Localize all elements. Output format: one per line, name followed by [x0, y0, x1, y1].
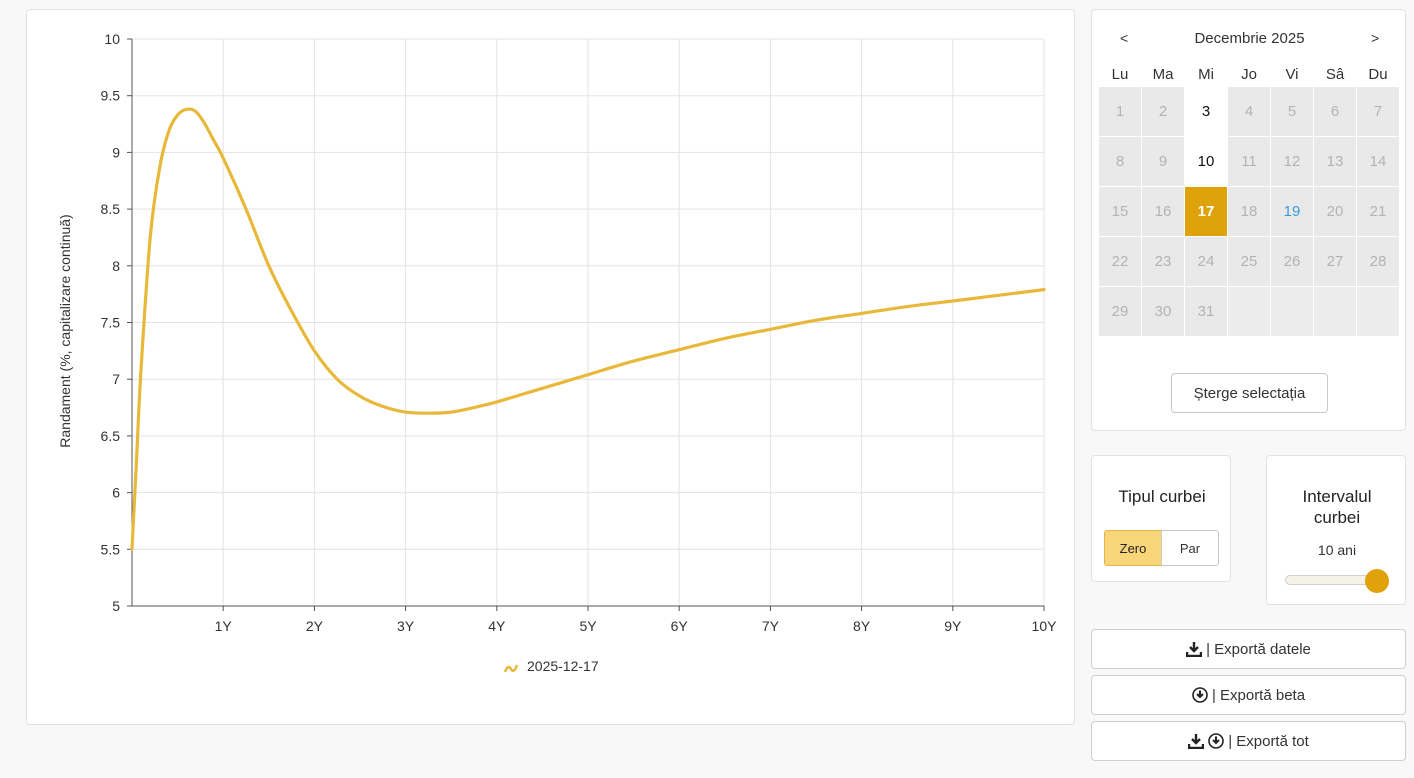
calendar-day-27: 27 — [1314, 237, 1356, 286]
prev-month-button[interactable]: < — [1120, 30, 1129, 46]
yield-curve-chart[interactable]: 5 5.5 6 6.5 7 7.5 8 8.5 9 9.5 10 1Y 2Y 3Y 4Y 5Y 6Y 7Y 8Y 9Y… — [27, 10, 1076, 726]
calendar-day-6: 6 — [1314, 87, 1356, 136]
download-icon — [1188, 733, 1205, 749]
next-month-button[interactable]: > — [1371, 30, 1380, 46]
calendar-empty-cell — [1357, 287, 1399, 336]
weekday-label: Lu — [1111, 66, 1129, 83]
export-data-label: | Exportă datele — [1206, 640, 1311, 658]
chart-panel: 5 5.5 6 6.5 7 7.5 8 8.5 9 9.5 10 1Y 2Y 3Y 4Y 5Y 6Y 7Y 8Y 9Y… — [26, 9, 1075, 725]
export-all-label: | Exportă tot — [1228, 732, 1309, 750]
y-tick-label: 9.5 — [101, 88, 121, 104]
calendar-empty-cell — [1228, 287, 1270, 336]
calendar-day-25: 25 — [1228, 237, 1270, 286]
calendar-day-30: 30 — [1142, 287, 1184, 336]
weekday-label: Ma — [1152, 66, 1174, 83]
calendar-day-26: 26 — [1271, 237, 1313, 286]
calendar-day-23: 23 — [1142, 237, 1184, 286]
y-tick-label: 8 — [112, 258, 120, 274]
calendar-day-7: 7 — [1357, 87, 1399, 136]
legend-label[interactable]: 2025-12-17 — [527, 658, 599, 674]
calendar-panel: < Decembrie 2025 > Șterge selectația Lu M… — [1091, 9, 1406, 431]
x-tick-label: 2Y — [306, 618, 324, 634]
calendar-empty-cell — [1314, 287, 1356, 336]
x-tick-label: 3Y — [397, 618, 415, 634]
calendar-day-1: 1 — [1099, 87, 1141, 136]
calendar-day-11: 11 — [1228, 137, 1270, 186]
y-tick-label: 6.5 — [101, 428, 121, 444]
y-tick-label: 6 — [112, 485, 120, 501]
curve-range-title-line: Intervalul — [1302, 487, 1372, 506]
curve-type-title: Tipul curbei — [1118, 487, 1206, 506]
circle-down-icon — [1208, 733, 1224, 749]
weekday-label: Du — [1368, 66, 1388, 83]
x-tick-label: 8Y — [853, 618, 871, 634]
x-tick-label: 9Y — [944, 618, 962, 634]
calendar-day-18: 18 — [1228, 187, 1270, 236]
export-all-button[interactable]: | Exportă tot — [1091, 721, 1406, 761]
x-tick-label: 4Y — [488, 618, 506, 634]
export-beta-label: | Exportă beta — [1211, 686, 1306, 704]
y-tick-label: 7.5 — [101, 315, 121, 331]
calendar-day-28: 28 — [1357, 237, 1399, 286]
curve-range-slider-thumb[interactable] — [1365, 569, 1389, 593]
weekday-label: Jo — [1241, 66, 1257, 83]
curve-type-par-button[interactable]: Par — [1161, 530, 1219, 566]
y-tick-label: 5 — [112, 598, 120, 614]
weekday-label: Mi — [1198, 66, 1214, 83]
calendar-day-3[interactable]: 3 — [1185, 87, 1227, 136]
curve-range-title-line: curbei — [1313, 508, 1361, 527]
y-axis-title: Randament (%, capitalizare continuă) — [57, 214, 73, 447]
calendar-day-31: 31 — [1185, 287, 1227, 336]
calendar-day-5: 5 — [1271, 87, 1313, 136]
x-tick-label: 5Y — [579, 618, 597, 634]
calendar-day-14: 14 — [1357, 137, 1399, 186]
export-data-button[interactable]: | Exportă datele — [1091, 629, 1406, 669]
calendar-day-10[interactable]: 10 — [1185, 137, 1227, 186]
y-tick-label: 7 — [112, 371, 120, 387]
weekday-label: Sâ — [1325, 66, 1345, 83]
curve-range-value: 10 ani — [1317, 542, 1357, 558]
calendar-empty-cell — [1271, 287, 1313, 336]
y-tick-label: 10 — [104, 31, 120, 47]
series-line[interactable] — [130, 107, 1046, 551]
clear-selection-button[interactable]: Șterge selectația — [1171, 373, 1328, 413]
y-tick-label: 8.5 — [101, 201, 121, 217]
calendar-day-12: 12 — [1271, 137, 1313, 186]
calendar-day-16: 16 — [1142, 187, 1184, 236]
calendar-day-22: 22 — [1099, 237, 1141, 286]
x-tick-label: 10Y — [1032, 618, 1058, 634]
calendar-day-17[interactable]: 17 — [1185, 187, 1227, 236]
curve-type-panel: Tipul curbei Zero Par — [1091, 455, 1231, 582]
calendar-day-15: 15 — [1099, 187, 1141, 236]
calendar-day-9: 9 — [1142, 137, 1184, 186]
x-tick-label: 1Y — [215, 618, 233, 634]
y-tick-label: 5.5 — [101, 541, 121, 557]
weekday-label: Vi — [1285, 66, 1299, 83]
export-beta-button[interactable]: | Exportă beta — [1091, 675, 1406, 715]
calendar-day-20: 20 — [1314, 187, 1356, 236]
calendar-day-24: 24 — [1185, 237, 1227, 286]
calendar-day-8: 8 — [1099, 137, 1141, 186]
calendar-day-21: 21 — [1357, 187, 1399, 236]
calendar-day-2: 2 — [1142, 87, 1184, 136]
chart-legend[interactable]: 2025-12-17 — [503, 658, 599, 674]
curve-range-panel: Intervalul curbei 10 ani — [1266, 455, 1406, 605]
curve-range-title: Intervalul curbei — [1267, 486, 1407, 528]
calendar-day-4: 4 — [1228, 87, 1270, 136]
calendar-month-label: Decembrie 2025 — [1194, 30, 1305, 47]
calendar-day-19: 19 — [1271, 187, 1313, 236]
calendar-day-29: 29 — [1099, 287, 1141, 336]
download-icon — [1186, 641, 1203, 657]
y-tick-label: 9 — [112, 144, 120, 160]
curve-type-zero-button[interactable]: Zero — [1104, 530, 1162, 566]
legend-line-icon — [503, 664, 519, 673]
calendar-day-13: 13 — [1314, 137, 1356, 186]
x-tick-label: 6Y — [671, 618, 689, 634]
x-tick-label: 7Y — [762, 618, 780, 634]
circle-down-icon — [1192, 687, 1208, 703]
